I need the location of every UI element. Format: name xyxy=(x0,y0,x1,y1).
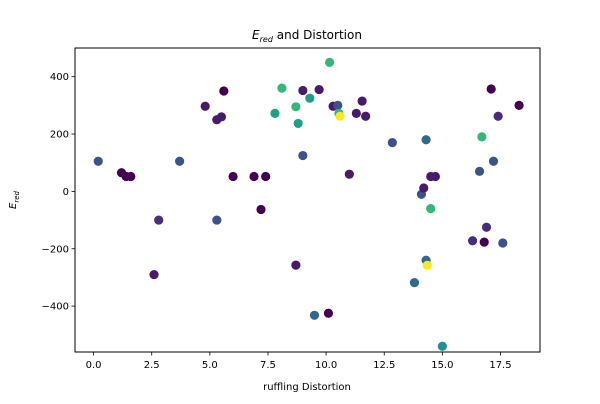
data-point xyxy=(200,101,210,111)
data-point xyxy=(309,310,320,320)
data-point xyxy=(261,171,271,182)
data-point xyxy=(498,238,508,248)
data-point xyxy=(419,183,429,193)
data-point xyxy=(479,237,489,247)
data-point xyxy=(333,100,343,110)
y-label-subscript: red xyxy=(13,190,21,202)
y-tick-label: −400 xyxy=(42,302,69,313)
data-point xyxy=(314,84,324,95)
title-subscript: red xyxy=(260,35,274,44)
data-point xyxy=(298,85,308,96)
data-point xyxy=(437,341,447,351)
title-symbol: E xyxy=(252,28,260,42)
data-point xyxy=(298,150,308,161)
x-axis-ticks: 0.0 2.5 5.0 7.5 10.0 12.5 15.0 17.5 xyxy=(86,352,512,371)
data-point xyxy=(422,260,432,270)
x-tick-label: 0.0 xyxy=(86,360,102,371)
data-point xyxy=(216,112,227,122)
x-tick-label: 2.5 xyxy=(144,360,160,371)
data-point xyxy=(486,84,496,94)
y-label-symbol: E xyxy=(8,202,19,209)
x-tick-label: 17.5 xyxy=(489,360,511,371)
data-point xyxy=(409,278,420,288)
data-point xyxy=(305,93,315,103)
data-point xyxy=(481,222,492,232)
data-point xyxy=(344,169,354,179)
data-point xyxy=(249,171,259,182)
data-point xyxy=(93,156,103,166)
y-axis-ticks: −400 −200 0 200 400 xyxy=(42,72,75,313)
x-tick-label: 10.0 xyxy=(315,360,337,371)
x-tick-label: 12.5 xyxy=(373,360,395,371)
data-point xyxy=(477,132,487,142)
data-point xyxy=(126,171,136,182)
y-tick-label: 200 xyxy=(50,130,69,141)
data-point xyxy=(228,171,238,182)
data-point xyxy=(474,166,485,176)
data-point xyxy=(421,135,431,145)
chart-title: Ered and Distortion xyxy=(252,28,362,44)
x-tick-label: 15.0 xyxy=(431,360,453,371)
y-axis-label: Ered xyxy=(8,190,21,209)
data-point xyxy=(324,57,335,67)
y-tick-label: −200 xyxy=(42,244,69,255)
data-point xyxy=(149,269,159,280)
data-point xyxy=(212,215,222,225)
data-point xyxy=(256,204,266,215)
data-point xyxy=(323,308,334,318)
plot-frame xyxy=(74,47,541,353)
data-point xyxy=(493,111,503,121)
data-point xyxy=(467,236,478,246)
data-point xyxy=(277,83,287,93)
data-point xyxy=(430,171,440,182)
data-point xyxy=(175,156,185,166)
x-axis-label: ruffling Distortion xyxy=(263,382,351,393)
x-tick-label: 7.5 xyxy=(260,360,276,371)
x-tick-label: 5.0 xyxy=(202,360,218,371)
title-rest: and Distortion xyxy=(273,28,362,42)
points-layer xyxy=(93,57,524,351)
data-point xyxy=(387,138,397,148)
data-point xyxy=(357,96,367,106)
data-point xyxy=(514,100,524,110)
data-point xyxy=(154,215,164,225)
y-tick-label: 400 xyxy=(50,72,69,83)
data-point xyxy=(291,260,301,270)
y-tick-label: 0 xyxy=(63,187,69,198)
data-point xyxy=(351,108,361,118)
data-point xyxy=(426,204,436,214)
data-point xyxy=(488,156,499,166)
data-point xyxy=(219,86,229,96)
data-point xyxy=(293,118,303,129)
data-point xyxy=(291,102,301,112)
data-point xyxy=(335,111,345,121)
data-point xyxy=(270,108,280,118)
data-point xyxy=(361,111,371,121)
